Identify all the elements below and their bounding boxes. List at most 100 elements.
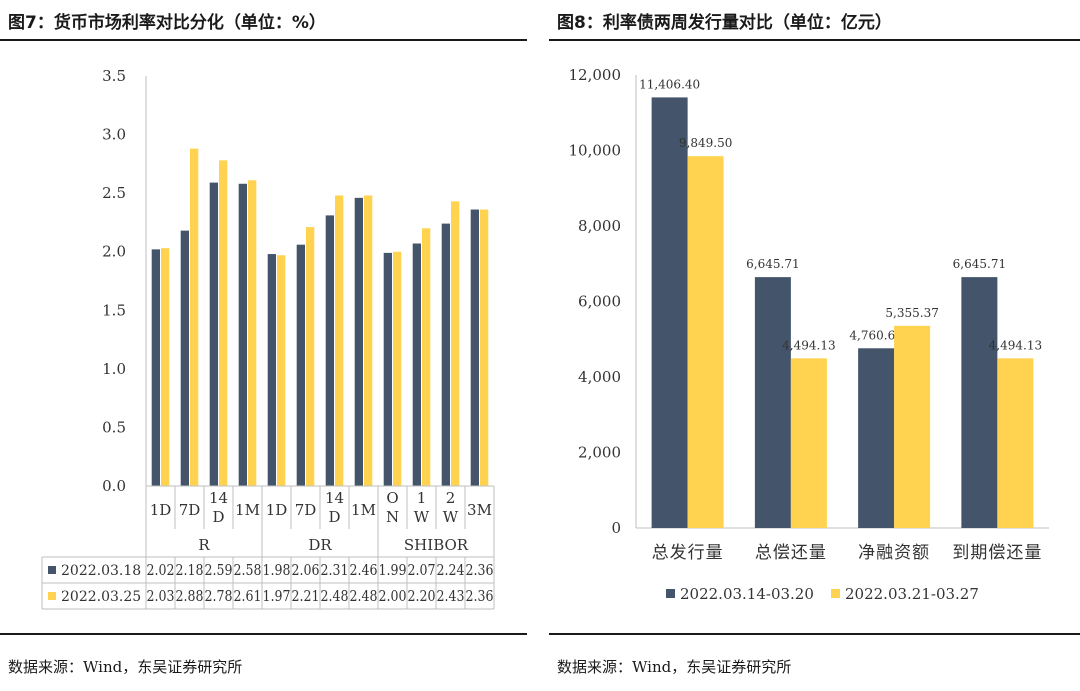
figure-8-panel: 图8：利率债两周发行量对比（单位：亿元） 0 2,000 4,000 6,000 8,0… (549, 0, 1080, 691)
data-label: 4,760.69 (849, 328, 902, 342)
bar-2-5 (277, 255, 286, 486)
data-label: 6,645.71 (953, 257, 1006, 271)
bar-2-9 (393, 251, 402, 486)
data-label: 11,406.40 (639, 77, 700, 91)
figure-8-title: 图8：利率债两周发行量对比（单位：亿元） (557, 13, 892, 33)
category-label: 3M (467, 501, 492, 519)
y-tick-label: 12,000 (569, 66, 622, 84)
bar-1-5 (267, 254, 276, 486)
figure-7-bottom-rule (0, 633, 527, 635)
bar-2-8 (364, 195, 373, 486)
category-label: 14 D (325, 489, 344, 526)
y-tick-label: 2.5 (102, 184, 126, 202)
y-tick-label: 3.5 (102, 67, 126, 85)
group-label: DR (308, 536, 332, 554)
bar-1-3 (209, 182, 218, 486)
data-label: 6,645.71 (746, 257, 799, 271)
table-value: 1.97 (263, 587, 291, 605)
table-value: 2.43 (437, 587, 465, 605)
table-value: 1.99 (379, 561, 407, 579)
bar-1-7 (325, 215, 334, 486)
legend-swatch-1 (48, 566, 56, 574)
table-value: 2.78 (205, 587, 233, 605)
table-value: 2.36 (466, 561, 494, 579)
figure-7-source: 数据来源：Wind，东吴证券研究所 (8, 658, 243, 676)
group-label: SHIBOR (404, 536, 469, 554)
figure-7-panel: 图7：货币市场利率对比分化（单位：%） 0.0 0.5 1.0 1.5 2.0 2.5 3.… (0, 0, 527, 691)
table-value: 2.18 (176, 561, 204, 579)
bar-1-3 (858, 348, 895, 528)
bar-2-6 (306, 227, 315, 486)
data-label: 4,494.13 (782, 338, 835, 352)
legend-swatch-1 (666, 589, 675, 598)
y-tick-label: 0.5 (102, 418, 126, 436)
y-tick-label: 1.5 (102, 301, 126, 319)
bar-2-2 (190, 148, 199, 486)
bar-2-2 (790, 358, 827, 528)
category-label: 总发行量 (652, 543, 724, 563)
bar-2-7 (335, 195, 344, 486)
y-tick-label: 0 (611, 519, 621, 537)
bar-2-12 (480, 209, 489, 487)
bar-1-1 (651, 97, 688, 529)
legend-swatch-2 (48, 592, 56, 600)
table-value: 2.00 (379, 587, 407, 605)
figure-8-source: 数据来源：Wind，东吴证券研究所 (557, 658, 792, 676)
group-label: R (198, 536, 210, 554)
bar-2-3 (894, 325, 931, 528)
bar-1-10 (412, 243, 421, 486)
bar-2-4 (997, 358, 1034, 528)
y-tick-label: 3.0 (102, 126, 126, 144)
table-value: 1.98 (263, 561, 291, 579)
table-value: 2.02 (147, 561, 175, 579)
category-label: 1D (150, 501, 172, 519)
bar-1-2 (180, 230, 189, 486)
table-value: 2.48 (350, 587, 378, 605)
bar-1-8 (354, 197, 363, 487)
bar-1-1 (151, 249, 160, 486)
bar-2-11 (451, 201, 460, 487)
y-tick-label: 6,000 (578, 293, 621, 311)
category-label: 7D (179, 501, 201, 519)
figure-7-top-rule (0, 39, 527, 41)
y-tick-label: 8,000 (578, 217, 621, 235)
table-value: 2.46 (350, 561, 378, 579)
legend-label-1: 2022.03.18 (61, 563, 141, 579)
y-tick-label: 1.0 (102, 360, 126, 378)
table-value: 2.36 (466, 587, 494, 605)
category-label: 净融资额 (858, 543, 930, 563)
data-label: 5,355.37 (885, 306, 938, 320)
table-value: 2.88 (176, 587, 204, 605)
legend-swatch-2 (831, 589, 840, 598)
category-label: 到期偿还量 (952, 543, 1042, 563)
bar-2-1 (161, 248, 170, 486)
y-tick-label: 10,000 (569, 142, 622, 160)
y-tick-label: 4,000 (578, 368, 621, 386)
figure-7-chart: 0.0 0.5 1.0 1.5 2.0 2.5 3.0 3.5 1D 7D 14 D 1M R 1D 7D 14… (41, 67, 495, 610)
legend-label-1: 2022.03.14-03.20 (680, 585, 814, 603)
figure-8-bottom-rule (549, 633, 1080, 635)
figure-8-chart: 0 2,000 4,000 6,000 8,000 10,000 12,000 11,406.… (569, 66, 1049, 603)
figure-7-title: 图7：货币市场利率对比分化（单位：%） (8, 13, 326, 33)
table-value: 2.58 (234, 561, 262, 579)
category-label: 总偿还量 (755, 543, 827, 563)
bar-1-12 (470, 209, 479, 487)
category-label: 1M (235, 501, 260, 519)
table-value: 2.21 (292, 587, 320, 605)
table-value: 2.59 (205, 561, 233, 579)
y-tick-label: 2.0 (102, 243, 126, 261)
y-tick-label: 2,000 (578, 444, 621, 462)
bar-1-9 (383, 252, 392, 486)
category-label: 14 D (209, 489, 228, 526)
table-value: 2.24 (437, 561, 465, 579)
figure-8-top-rule (549, 39, 1080, 41)
bar-1-2 (754, 277, 791, 528)
category-label: 1D (266, 501, 288, 519)
bar-1-4 (961, 277, 998, 528)
table-value: 2.03 (147, 587, 175, 605)
bar-2-10 (422, 228, 431, 487)
bar-1-11 (441, 223, 450, 486)
legend-label-2: 2022.03.25 (61, 589, 141, 605)
